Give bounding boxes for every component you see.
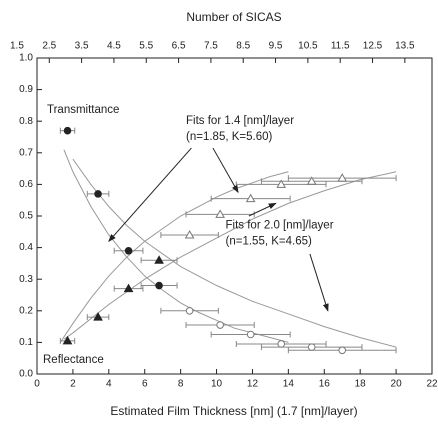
point — [277, 340, 285, 348]
point — [62, 335, 73, 345]
x-tick-label: 22 — [426, 379, 438, 390]
point — [93, 312, 103, 321]
top-tick-label: 2.5 — [42, 41, 56, 52]
x-tick-label: 8 — [178, 379, 184, 390]
point — [276, 179, 287, 188]
y-tick-label: 1.0 — [19, 53, 33, 64]
y-tick-label: 0.7 — [19, 147, 33, 158]
x-tick-label: 4 — [106, 379, 112, 390]
point — [246, 330, 255, 339]
top-tick-label: 9.5 — [269, 41, 283, 52]
x-tick-label: 14 — [283, 379, 295, 390]
point — [185, 307, 194, 315]
x-tick-label: 0 — [34, 379, 40, 390]
fit-curve — [72, 158, 397, 348]
point — [216, 321, 224, 329]
point — [338, 346, 347, 355]
point — [245, 193, 256, 203]
y-tick-label: 0.8 — [19, 116, 33, 127]
x-tick-label: 18 — [355, 379, 367, 390]
fit-curve — [59, 171, 289, 343]
y-tick-label: 0.0 — [19, 369, 33, 380]
annotation-arrow — [108, 147, 192, 243]
annotation-arrow — [309, 253, 329, 312]
top-tick-label: 7.5 — [204, 41, 218, 52]
x-tick-label: 2 — [70, 379, 76, 390]
x-tick-label: 10 — [211, 379, 223, 390]
point — [215, 209, 225, 218]
point — [154, 255, 164, 264]
top-tick-label: 4.5 — [107, 41, 121, 52]
point — [307, 343, 316, 351]
y-tick-label: 0.1 — [19, 337, 33, 348]
top-tick-label: 3.5 — [75, 41, 89, 52]
y-tick-label: 0.4 — [19, 242, 33, 253]
fit-curve — [63, 171, 397, 340]
top-axis-title: Number of SICAS — [186, 10, 281, 24]
top-tick-label: 6.5 — [172, 41, 186, 52]
y-tick-label: 0.5 — [19, 211, 33, 222]
annotation: Fits for 2.0 [nm]/layer — [226, 220, 334, 232]
y-tick-label: 0.2 — [19, 305, 33, 316]
x-axis-title: Estimated Film Thickness [nm] (1.7 [nm]/… — [110, 404, 357, 418]
point — [306, 176, 317, 185]
annotation: (n=1.55, K=4.65) — [226, 235, 312, 247]
x-tick-label: 16 — [319, 379, 331, 390]
y-tick-label: 0.9 — [19, 84, 33, 95]
annotation: Fits for 1.4 [nm]/layer — [186, 115, 294, 127]
top-tick-label: 1.5 — [10, 41, 24, 52]
top-tick-label: 11.5 — [331, 41, 350, 52]
point — [184, 229, 195, 239]
top-tick-label: 10.5 — [298, 41, 318, 52]
y-tick-label: 0.6 — [19, 179, 33, 190]
top-tick-label: 12.5 — [363, 41, 383, 52]
point — [124, 246, 133, 255]
x-tick-label: 20 — [391, 379, 403, 390]
annotation-arrow — [212, 147, 239, 194]
top-tick-label: 13.5 — [395, 41, 415, 52]
y-tick-label: 0.3 — [19, 274, 33, 285]
point — [94, 190, 102, 198]
point — [155, 281, 163, 290]
point — [123, 283, 134, 293]
annotation: Transmittance — [47, 104, 119, 116]
x-tick-label: 6 — [142, 379, 148, 390]
top-tick-label: 8.5 — [236, 41, 250, 52]
annotation-arrow — [248, 202, 277, 217]
annotation: (n=1.85, K=5.60) — [186, 131, 272, 143]
top-tick-label: 5.5 — [139, 41, 153, 52]
point — [63, 126, 72, 135]
x-tick-label: 12 — [247, 379, 259, 390]
annotation: Reflectance — [43, 354, 104, 366]
point — [337, 173, 348, 182]
